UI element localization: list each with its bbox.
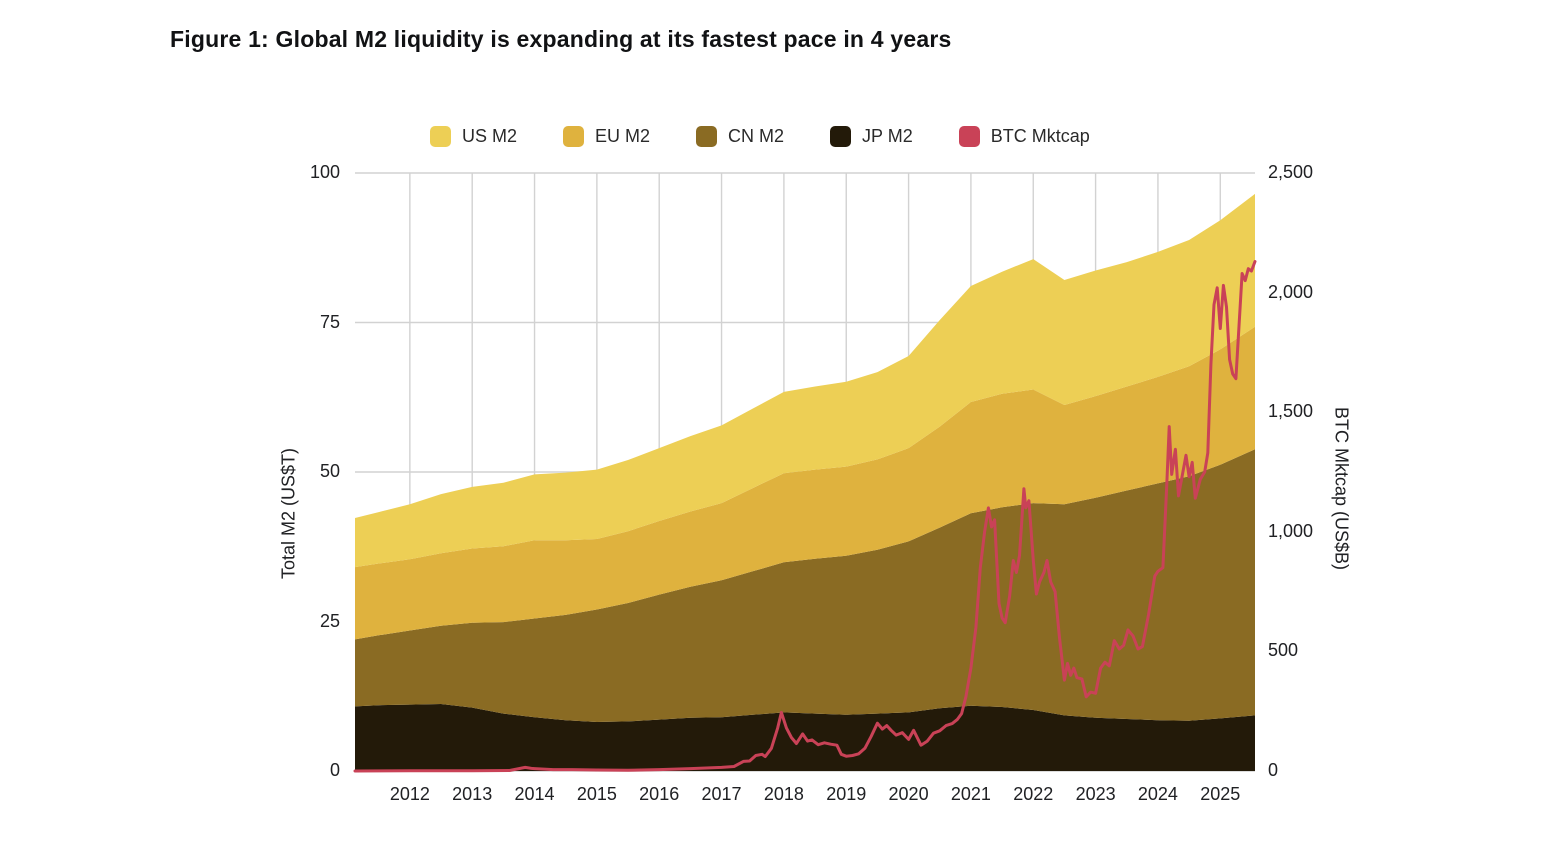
x-tick-2012: 2012 <box>389 784 430 804</box>
legend-label: EU M2 <box>595 126 651 146</box>
right-tick-500: 500 <box>1268 640 1299 661</box>
legend-label: BTC Mktcap <box>990 126 1090 146</box>
left-axis-title: Total M2 (US$T) <box>278 447 299 580</box>
right-tick-1500: 1,500 <box>1268 401 1314 422</box>
x-tick-2016: 2016 <box>639 784 680 804</box>
legend-item-eu-m2: EU M2 <box>563 126 650 147</box>
x-tick-2021: 2021 <box>950 784 991 804</box>
x-tick-2019: 2019 <box>826 784 867 804</box>
us-m2-area <box>355 193 1255 568</box>
legend-label: US M2 <box>462 126 518 146</box>
legend-swatch <box>958 126 980 147</box>
left-tick-25: 25 <box>319 610 340 631</box>
chart-legend: US M2 EU M2 CN M2 JP M2 BTC Mktcap <box>430 126 1090 147</box>
legend-item-btc-mktcap: BTC Mktcap <box>958 126 1090 147</box>
legend-swatch <box>830 126 852 147</box>
legend-swatch <box>696 126 718 147</box>
btc-mktcap-line <box>353 260 1257 773</box>
x-tick-2023: 2023 <box>1075 784 1116 804</box>
eu-m2-area <box>355 326 1255 640</box>
right-axis-title: BTC Mktcap (US$B) <box>1331 406 1352 571</box>
legend-item-cn-m2: CN M2 <box>696 126 784 147</box>
left-tick-50: 50 <box>319 461 340 481</box>
left-tick-100: 100 <box>309 162 340 182</box>
figure-title: Figure 1: Global M2 liquidity is expandi… <box>170 26 952 52</box>
x-tick-2015: 2015 <box>576 784 617 804</box>
legend-swatch <box>563 126 585 147</box>
right-tick-2000: 2,000 <box>1268 281 1314 302</box>
left-tick-0: 0 <box>329 760 340 780</box>
legend-item-us-m2: US M2 <box>430 126 517 147</box>
legend-item-jp-m2: JP M2 <box>830 126 913 147</box>
left-tick-75: 75 <box>319 311 340 332</box>
right-tick-1000: 1,000 <box>1268 520 1314 541</box>
legend-label: CN M2 <box>728 126 785 146</box>
right-tick-0: 0 <box>1268 760 1279 780</box>
x-tick-2020: 2020 <box>888 784 929 804</box>
x-tick-2022: 2022 <box>1013 784 1054 804</box>
x-tick-2014: 2014 <box>514 784 555 804</box>
legend-label: JP M2 <box>862 126 913 146</box>
x-tick-2017: 2017 <box>701 784 742 804</box>
x-tick-2025: 2025 <box>1200 784 1241 804</box>
x-tick-2024: 2024 <box>1137 784 1178 804</box>
x-tick-2013: 2013 <box>452 784 493 804</box>
x-tick-2018: 2018 <box>763 784 804 804</box>
legend-swatch <box>430 126 451 147</box>
right-tick-2500: 2,500 <box>1268 162 1314 182</box>
